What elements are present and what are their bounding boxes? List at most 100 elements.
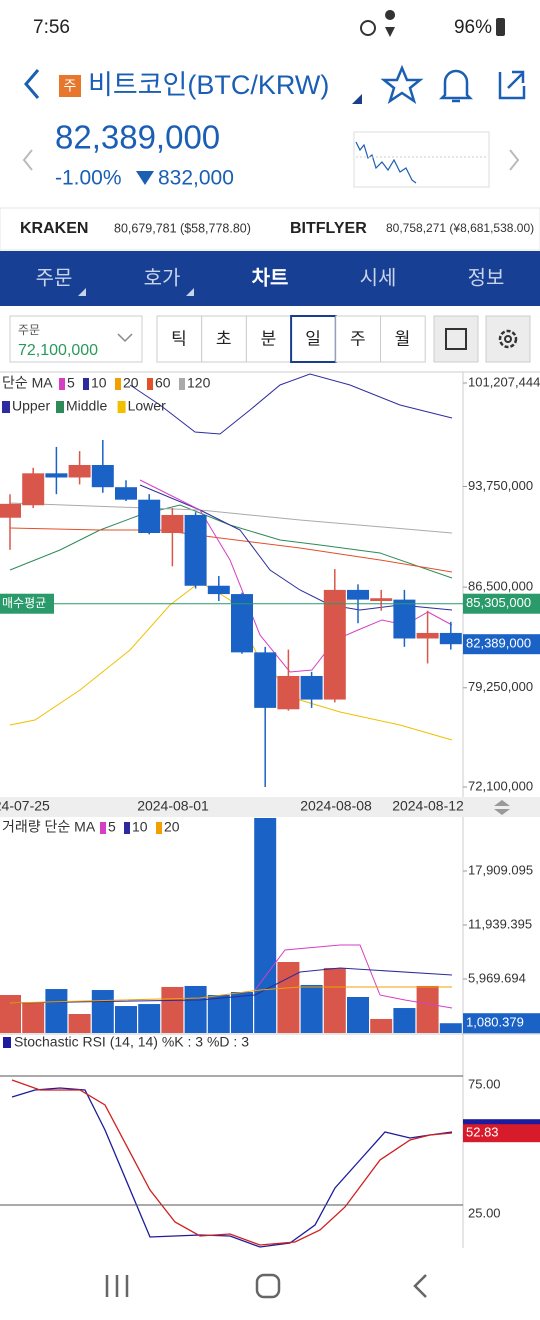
current-price: 82,389,000	[55, 119, 220, 156]
y-tick-label: 11,939.395	[468, 916, 532, 931]
title[interactable]: 비트코인(BTC/KRW)	[88, 70, 329, 100]
toggle[interactable]	[433, 315, 479, 363]
volume-bar	[393, 1008, 416, 1033]
avg-price-tag	[463, 593, 540, 614]
ma-swatch	[147, 378, 153, 390]
vol-ma-10	[9, 967, 453, 1004]
exchange-bar	[0, 207, 540, 251]
tab-caret	[186, 288, 194, 296]
mini-chart	[353, 131, 490, 188]
volume-bar	[277, 961, 300, 1033]
y-tick-label: 93,750,000	[468, 478, 533, 493]
volume-bar	[347, 996, 369, 1033]
date-label: 2024-08-01	[137, 798, 209, 814]
ma-legend: 단순 MA	[2, 375, 53, 391]
avg-label: 매수평균	[2, 596, 46, 610]
candle-body	[45, 473, 68, 478]
candle-body	[254, 652, 277, 708]
settings-icon	[504, 335, 512, 343]
tab[interactable]: 호가	[144, 266, 181, 289]
candle-body	[277, 675, 300, 710]
volume-bar	[184, 985, 207, 1033]
vol-ma-period: 5	[108, 819, 116, 835]
back-button[interactable]	[24, 69, 40, 99]
tab[interactable]: 주문	[36, 267, 73, 289]
vol-legend: 거래량 단순 MA	[2, 819, 96, 835]
exchange-name: BITFLYER	[290, 220, 367, 237]
period-button[interactable]	[245, 315, 292, 363]
ma-period: 20	[123, 375, 139, 391]
avg-tag	[0, 593, 54, 614]
volume-bar	[0, 995, 21, 1033]
date-label: 2024-07-25	[0, 798, 50, 814]
ma-swatch	[115, 378, 121, 390]
prev[interactable]	[22, 149, 33, 171]
period-label: 틱	[171, 329, 187, 348]
down-arrow	[136, 171, 154, 185]
volume-bar	[231, 992, 253, 1033]
ma-period: 10	[91, 375, 107, 391]
volume-bar	[416, 985, 439, 1033]
alert[interactable]	[438, 69, 474, 103]
candle-body	[207, 585, 230, 595]
ma-period: 60	[155, 375, 171, 391]
last-d-tag	[463, 1124, 540, 1143]
alarm-icon	[360, 20, 376, 36]
change-rate: -1.00%	[55, 167, 122, 190]
period-label: 일	[305, 329, 321, 348]
volume-bar	[91, 990, 114, 1033]
favorite[interactable]	[380, 64, 424, 104]
last-price-tag	[463, 634, 540, 655]
nav-back[interactable]	[413, 1274, 427, 1298]
period-button[interactable]	[201, 315, 247, 363]
dropdown	[352, 94, 362, 104]
candle-body	[300, 675, 323, 700]
volume-bar	[138, 1004, 161, 1033]
candle-body	[22, 473, 45, 506]
order-label: 주문	[18, 323, 40, 337]
tab[interactable]: 차트	[252, 266, 289, 289]
period-button[interactable]	[335, 315, 381, 363]
band-upper	[129, 373, 453, 435]
candle-body	[138, 499, 161, 534]
candle-body	[347, 589, 369, 600]
period-button[interactable]	[380, 315, 426, 363]
volume-bar	[370, 1018, 393, 1033]
resize[interactable]	[494, 800, 510, 815]
last-price: 82,389,000	[466, 636, 531, 651]
y-tick-label: 75.00	[468, 1076, 501, 1091]
y-tick-label: 101,207,444	[468, 374, 540, 389]
candle-body	[184, 514, 207, 586]
volume-bar	[115, 1006, 137, 1033]
tab[interactable]: 정보	[468, 266, 505, 289]
band-middle	[9, 504, 453, 579]
period-button[interactable]	[156, 315, 203, 363]
exchange-price: 80,758,271 (¥8,681,538.00)	[386, 221, 534, 235]
order-value: 72,100,000	[18, 342, 98, 359]
band-swatch	[56, 401, 64, 413]
tab[interactable]: 시세	[360, 266, 397, 289]
mini-line	[355, 141, 417, 184]
period-button[interactable]	[290, 315, 337, 363]
toggle-icon	[445, 328, 467, 350]
settings[interactable]	[485, 315, 531, 363]
candle-body	[416, 632, 439, 639]
settings-icon	[498, 329, 518, 349]
y-tick-label: 72,100,000	[468, 778, 533, 793]
order-box[interactable]	[9, 315, 143, 363]
exchange-name: KRAKEN	[20, 220, 88, 237]
vol-ma-period: 20	[164, 819, 180, 835]
location-icon	[385, 10, 396, 37]
ma-swatch	[179, 378, 185, 390]
vol-ma-swatch	[156, 822, 162, 834]
tab-bar	[0, 251, 540, 306]
share[interactable]	[498, 70, 526, 100]
vol-ma-period: 10	[132, 819, 148, 835]
next[interactable]	[509, 149, 520, 171]
nav-home[interactable]	[255, 1273, 281, 1299]
avg-price: 85,305,000	[466, 595, 531, 610]
candle-body	[0, 503, 21, 518]
nav-recent[interactable]	[105, 1275, 129, 1297]
battery-icon	[496, 18, 505, 36]
